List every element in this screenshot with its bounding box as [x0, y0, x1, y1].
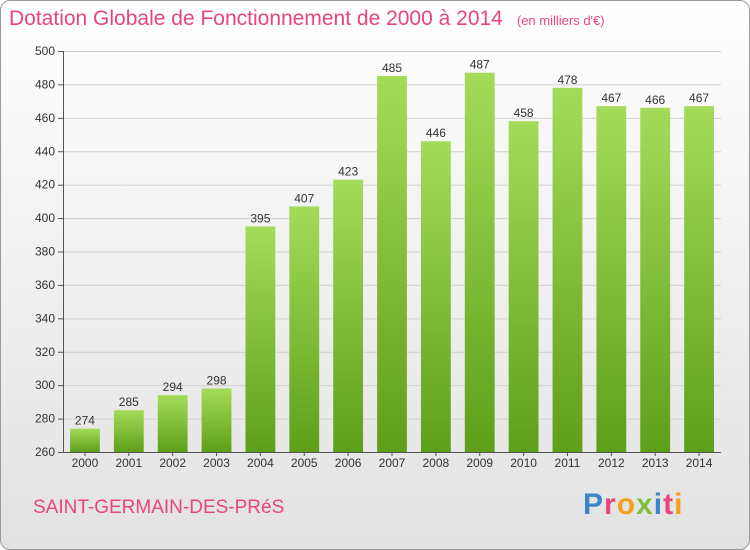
y-tick-label-440: 440	[35, 144, 55, 158]
x-tick-label-2005: 2005	[291, 456, 318, 470]
bar-2014[interactable]	[684, 106, 714, 452]
bar-value-label-2011: 478	[557, 73, 577, 87]
bar-value-label-2006: 423	[338, 165, 358, 179]
logo-letter: x	[636, 488, 654, 521]
y-tick-label-460: 460	[35, 111, 55, 125]
x-tick-label-2006: 2006	[335, 456, 362, 470]
bar-2007[interactable]	[377, 76, 407, 452]
bar-value-label-2010: 458	[514, 106, 534, 120]
axes: 260 280 300 320 340 360 380 400 420 440 460 480 500	[35, 44, 721, 459]
y-tick-label-420: 420	[35, 178, 55, 192]
bar-value-label-2003: 298	[207, 374, 227, 388]
logo-letter: r	[604, 488, 617, 521]
bar-value-label-2004: 395	[250, 211, 270, 225]
bar-2003[interactable]	[201, 388, 232, 452]
x-tick-label-2002: 2002	[159, 456, 186, 470]
bar-2009[interactable]	[464, 72, 495, 453]
chart-title-text: Dotation Globale de Fonctionnement de 20…	[9, 7, 503, 30]
y-tick-label-300: 300	[35, 378, 55, 392]
y-tick-label-280: 280	[35, 412, 55, 426]
logo-letter: t	[663, 488, 675, 521]
y-tick-label-340: 340	[35, 311, 55, 325]
bar-value-label-2007: 485	[382, 61, 402, 75]
y-tick-label-260: 260	[35, 445, 55, 459]
y-tick-label-360: 360	[35, 278, 55, 292]
bar-2004[interactable]	[245, 226, 276, 452]
bar-value-label-2009: 487	[470, 58, 490, 72]
chart-title: Dotation Globale de Fonctionnement de 20…	[9, 7, 709, 31]
bar-2000[interactable]	[70, 428, 100, 452]
bar-value-label-2005: 407	[294, 191, 314, 205]
bar-value-label-2000: 274	[75, 414, 95, 428]
bar-value-label-2001: 285	[119, 395, 139, 409]
bar-2011[interactable]	[552, 87, 583, 452]
x-tick-label-2001: 2001	[115, 456, 142, 470]
x-tick-label-2003: 2003	[203, 456, 230, 470]
bar-value-label-2012: 467	[601, 91, 621, 105]
y-tick-label-380: 380	[35, 245, 55, 259]
x-tick-label-2004: 2004	[247, 456, 274, 470]
x-tick-label-2000: 2000	[72, 456, 99, 470]
bar-2002[interactable]	[157, 395, 188, 452]
bar-value-label-2002: 294	[163, 380, 183, 394]
bar-2006[interactable]	[333, 179, 364, 452]
x-tick-label-2011: 2011	[555, 456, 581, 470]
x-tick-label-2009: 2009	[466, 456, 493, 470]
bar-2008[interactable]	[420, 141, 451, 452]
x-tick-label-2013: 2013	[642, 456, 669, 470]
y-tick-label-500: 500	[35, 44, 55, 58]
bar-2010[interactable]	[508, 121, 539, 453]
logo-letter: i	[674, 488, 684, 521]
x-tick-label-2008: 2008	[423, 456, 450, 470]
x-tick-label-2014: 2014	[686, 456, 713, 470]
bar-2001[interactable]	[113, 410, 144, 452]
x-tick-label-2012: 2012	[598, 456, 625, 470]
y-tick-label-400: 400	[35, 211, 55, 225]
y-tick-label-320: 320	[35, 345, 55, 359]
bar-value-label-2014: 467	[689, 91, 709, 105]
commune-name: SAINT-GERMAIN-DES-PRéS	[33, 497, 285, 518]
x-tick-label-2010: 2010	[510, 456, 537, 470]
proxiti-logo[interactable]: Proxiti	[583, 488, 683, 522]
bar-value-label-2013: 466	[645, 93, 665, 107]
bar-2013[interactable]	[640, 107, 671, 452]
bar-value-label-2008: 446	[426, 126, 446, 140]
bar-2005[interactable]	[289, 206, 320, 452]
bars	[70, 72, 714, 453]
x-tick-label-2007: 2007	[379, 456, 406, 470]
labels: 274 2000 285 2001 294 2002 298 2003 395 2004 407 20…	[72, 58, 713, 470]
chart-subtitle: (en milliers d'€)	[516, 13, 605, 28]
bar-2012[interactable]	[596, 106, 627, 452]
logo-letter: o	[616, 488, 637, 521]
y-tick-label-480: 480	[35, 77, 55, 91]
logo-letter: i	[653, 488, 664, 521]
logo-letter: P	[583, 488, 605, 521]
